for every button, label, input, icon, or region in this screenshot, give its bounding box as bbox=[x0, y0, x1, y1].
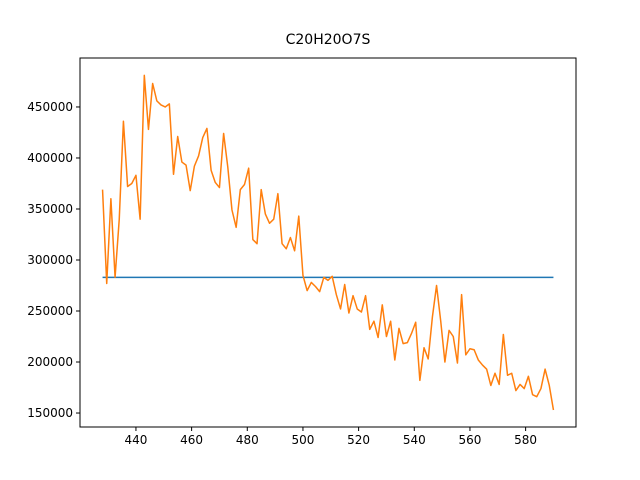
y-tick-label: 450000 bbox=[27, 100, 73, 114]
y-tick-label: 150000 bbox=[27, 406, 73, 420]
chart-title: C20H20O7S bbox=[286, 32, 371, 48]
x-tick-label: 520 bbox=[347, 433, 370, 447]
x-tick-label: 440 bbox=[124, 433, 147, 447]
y-tick-label: 250000 bbox=[27, 304, 73, 318]
series-line bbox=[101, 74, 555, 411]
x-tick-label: 580 bbox=[514, 433, 537, 447]
plot-frame bbox=[79, 57, 577, 428]
x-tick-label: 500 bbox=[291, 433, 314, 447]
x-tick-label: 460 bbox=[180, 433, 203, 447]
y-tick-label: 300000 bbox=[27, 253, 73, 267]
x-tick-label: 540 bbox=[403, 433, 426, 447]
y-tick-label: 200000 bbox=[27, 355, 73, 369]
x-tick-label: 560 bbox=[458, 433, 481, 447]
y-tick-label: 400000 bbox=[27, 151, 73, 165]
x-tick-label: 480 bbox=[236, 433, 259, 447]
y-tick-label: 350000 bbox=[27, 202, 73, 216]
